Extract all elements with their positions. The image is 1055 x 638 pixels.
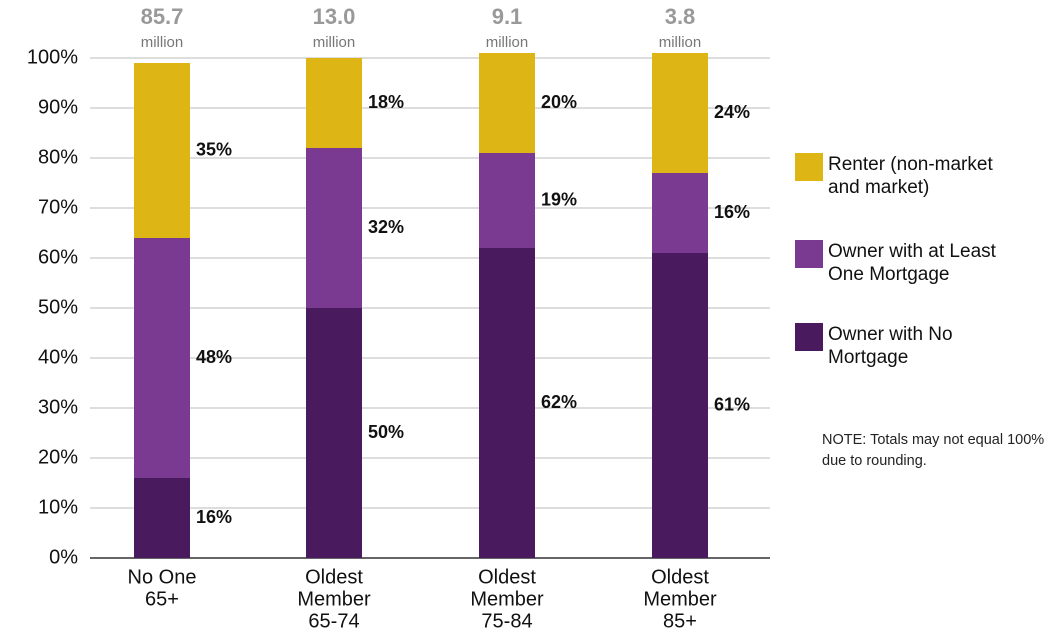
- legend-swatch: [795, 240, 823, 268]
- value-label: 50%: [368, 422, 404, 442]
- bar-segment: [134, 63, 190, 238]
- bar-segment: [134, 478, 190, 558]
- legend-item: Owner with No Mortgage: [795, 323, 1028, 369]
- y-tick-label: 80%: [38, 146, 78, 168]
- bar-segment: [306, 148, 362, 308]
- value-label: 62%: [541, 392, 577, 412]
- y-tick-label: 50%: [38, 296, 78, 318]
- value-label: 18%: [368, 92, 404, 112]
- value-label: 19%: [541, 189, 577, 209]
- bar-segment: [306, 308, 362, 558]
- x-tick-label: 85+: [663, 610, 697, 632]
- y-tick-label: 0%: [49, 546, 78, 568]
- total-unit: million: [659, 34, 702, 51]
- bar-segment: [652, 53, 708, 173]
- total-unit: million: [141, 34, 184, 51]
- bar-segment: [652, 173, 708, 253]
- value-label: 35%: [196, 139, 232, 159]
- bar-segment: [306, 58, 362, 148]
- total-label: 13.0: [313, 4, 356, 29]
- value-label: 16%: [196, 507, 232, 527]
- legend-item: Owner with at Least One Mortgage: [795, 240, 1028, 286]
- note: NOTE: Totals may not equal 100% due to r…: [822, 432, 1045, 469]
- y-tick-label: 70%: [38, 196, 78, 218]
- x-tick-label: Member: [297, 588, 371, 610]
- total-label: 9.1: [492, 4, 523, 29]
- legend-label: Owner with No Mortgage: [828, 324, 953, 368]
- legend-item: Renter (non-market and market): [795, 153, 1028, 199]
- value-label: 61%: [714, 394, 750, 414]
- bar-segment: [652, 253, 708, 558]
- value-label: 32%: [368, 217, 404, 237]
- x-tick-label: Member: [643, 588, 717, 610]
- value-label: 24%: [714, 102, 750, 122]
- legend-swatch: [795, 323, 823, 351]
- x-tick-label: No One: [128, 566, 197, 588]
- bar-segment: [479, 248, 535, 558]
- total-unit: million: [313, 34, 356, 51]
- y-tick-label: 20%: [38, 446, 78, 468]
- x-tick-label: Oldest: [651, 566, 709, 588]
- y-tick-label: 10%: [38, 496, 78, 518]
- x-tick-label: Oldest: [305, 566, 363, 588]
- x-tick-label: 75-84: [481, 610, 532, 632]
- legend-label: Owner with at Least One Mortgage: [828, 241, 996, 285]
- x-tick-label: 65+: [145, 588, 179, 610]
- value-label: 16%: [714, 202, 750, 222]
- bar-segment: [479, 153, 535, 248]
- value-label: 20%: [541, 92, 577, 112]
- total-label: 85.7: [141, 4, 184, 29]
- x-tick-label: Member: [470, 588, 544, 610]
- y-tick-label: 60%: [38, 246, 78, 268]
- y-tick-label: 90%: [38, 96, 78, 118]
- legend-swatch: [795, 153, 823, 181]
- bar-segment: [134, 238, 190, 478]
- x-tick-label: 65-74: [308, 610, 359, 632]
- value-label: 48%: [196, 347, 232, 367]
- y-tick-label: 40%: [38, 346, 78, 368]
- x-tick-label: Oldest: [478, 566, 536, 588]
- total-unit: million: [486, 34, 529, 51]
- total-label: 3.8: [665, 4, 696, 29]
- y-tick-label: 100%: [27, 46, 78, 68]
- bar-segment: [479, 53, 535, 153]
- y-tick-label: 30%: [38, 396, 78, 418]
- legend-label: Renter (non-market and market): [828, 154, 993, 198]
